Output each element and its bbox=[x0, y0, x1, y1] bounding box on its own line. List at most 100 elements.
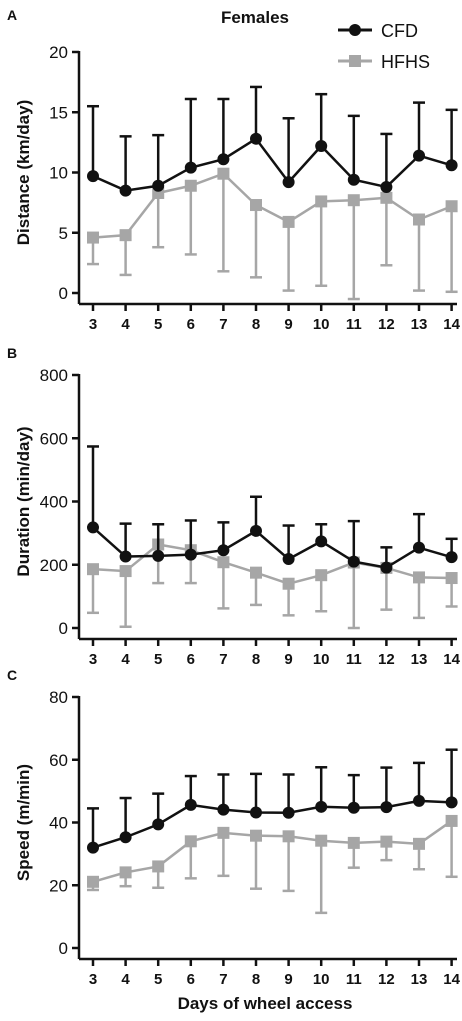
x-tick-label: 5 bbox=[154, 316, 162, 333]
data-point-cfd bbox=[347, 555, 360, 568]
data-point-hfhs bbox=[250, 199, 262, 212]
data-point-cfd bbox=[87, 521, 99, 534]
data-point-hfhs bbox=[413, 837, 425, 850]
legend-hfhs-label: HFHS bbox=[381, 52, 430, 72]
panel-label: C bbox=[7, 667, 17, 683]
data-point-cfd bbox=[380, 561, 393, 574]
series-line-cfd bbox=[92, 526, 452, 569]
series-hfhs bbox=[87, 538, 458, 630]
series-cfd bbox=[87, 445, 458, 574]
data-point-cfd bbox=[184, 798, 197, 811]
legend-cfd-marker bbox=[349, 24, 361, 36]
data-point-cfd bbox=[250, 132, 262, 145]
panel-a: A 0 5 10 15 20 3 4 5 6 7 8 9 10 11 12 13 14 Distance (km/d… bbox=[7, 7, 461, 333]
series-cfd bbox=[87, 748, 458, 854]
y-axis-title: Duration (min/day) bbox=[14, 426, 33, 576]
data-point-cfd bbox=[445, 796, 458, 809]
data-point-hfhs bbox=[87, 563, 99, 576]
panel-c: C 0 20 40 60 80 3 4 5 6 7 8 9 10 11 12 13 14 Speed (m/min) bbox=[7, 667, 461, 988]
x-tick-label: 9 bbox=[284, 316, 292, 333]
data-point-cfd bbox=[347, 173, 360, 186]
series-line-hfhs bbox=[92, 543, 452, 586]
x-tick-label: 3 bbox=[89, 316, 97, 333]
data-point-hfhs bbox=[119, 229, 132, 242]
data-point-cfd bbox=[152, 818, 165, 831]
x-tick-label: 14 bbox=[443, 316, 460, 333]
data-point-cfd bbox=[152, 179, 165, 192]
data-point-cfd bbox=[184, 161, 197, 174]
y-tick-label: 40 bbox=[49, 814, 68, 833]
data-point-cfd bbox=[119, 550, 132, 563]
x-axis-title: Days of wheel access bbox=[178, 994, 353, 1013]
y-tick-label: 10 bbox=[49, 164, 68, 183]
data-point-cfd bbox=[282, 176, 295, 189]
data-point-cfd bbox=[119, 831, 132, 844]
x-tick-label: 10 bbox=[313, 971, 330, 988]
data-point-hfhs bbox=[315, 195, 328, 208]
data-point-hfhs bbox=[347, 194, 360, 207]
y-axis-title: Speed (m/min) bbox=[14, 764, 33, 881]
x-tick-label: 7 bbox=[219, 971, 227, 988]
data-point-cfd bbox=[315, 800, 328, 813]
x-tick-label: 9 bbox=[284, 971, 292, 988]
data-point-hfhs bbox=[445, 200, 458, 213]
data-point-hfhs bbox=[217, 826, 230, 839]
data-point-cfd bbox=[380, 801, 393, 814]
y-tick-label: 400 bbox=[40, 493, 68, 512]
x-tick-label: 3 bbox=[89, 651, 97, 668]
data-point-cfd bbox=[445, 159, 458, 172]
data-point-hfhs bbox=[250, 566, 262, 579]
series-hfhs bbox=[87, 814, 458, 915]
data-point-hfhs bbox=[282, 830, 295, 843]
x-tick-label: 3 bbox=[89, 971, 97, 988]
data-point-hfhs bbox=[119, 565, 132, 578]
legend-item-cfd: CFD bbox=[338, 21, 418, 41]
legend-hfhs-marker bbox=[349, 55, 361, 67]
data-point-hfhs bbox=[380, 191, 393, 204]
x-tick-label: 11 bbox=[346, 316, 362, 333]
data-point-hfhs bbox=[217, 556, 230, 569]
panel-label: A bbox=[7, 7, 17, 23]
data-point-cfd bbox=[87, 841, 99, 854]
y-tick-label: 80 bbox=[49, 688, 68, 707]
panels: A 0 5 10 15 20 3 4 5 6 7 8 9 10 11 12 13 14 Distance (km/d… bbox=[7, 7, 461, 988]
x-tick-label: 7 bbox=[219, 651, 227, 668]
legend-item-hfhs: HFHS bbox=[338, 52, 430, 72]
x-tick-label: 6 bbox=[187, 971, 195, 988]
x-tick-label: 10 bbox=[313, 316, 330, 333]
legend: CFD HFHS bbox=[338, 21, 430, 72]
x-tick-label: 6 bbox=[187, 651, 195, 668]
x-tick-label: 13 bbox=[411, 971, 428, 988]
legend-cfd-label: CFD bbox=[381, 21, 418, 41]
data-point-cfd bbox=[347, 801, 360, 814]
data-point-hfhs bbox=[282, 215, 295, 228]
series-hfhs bbox=[87, 167, 458, 301]
data-point-cfd bbox=[282, 553, 295, 566]
data-point-cfd bbox=[217, 803, 230, 816]
data-point-cfd bbox=[87, 170, 99, 183]
x-tick-label: 4 bbox=[121, 316, 130, 333]
data-point-cfd bbox=[315, 139, 328, 152]
x-tick-label: 13 bbox=[411, 651, 428, 668]
x-tick-label: 12 bbox=[378, 316, 395, 333]
y-tick-label: 15 bbox=[49, 103, 68, 122]
panel-b: B 0 200 400 600 800 3 4 5 6 7 8 9 10 11 12 13 14 Duration … bbox=[7, 345, 461, 668]
data-point-hfhs bbox=[413, 213, 425, 226]
data-point-cfd bbox=[250, 524, 262, 537]
x-tick-label: 14 bbox=[443, 971, 460, 988]
figure-title: Females bbox=[221, 8, 289, 27]
panel-label: B bbox=[7, 345, 17, 361]
x-tick-label: 7 bbox=[219, 316, 227, 333]
data-point-cfd bbox=[217, 153, 230, 166]
data-point-hfhs bbox=[315, 569, 328, 582]
data-point-hfhs bbox=[445, 572, 458, 585]
x-tick-label: 8 bbox=[252, 316, 260, 333]
data-point-hfhs bbox=[119, 866, 132, 879]
y-tick-label: 20 bbox=[49, 43, 68, 62]
y-tick-label: 20 bbox=[49, 876, 68, 895]
data-point-cfd bbox=[250, 806, 262, 819]
x-tick-label: 11 bbox=[346, 651, 362, 668]
data-point-cfd bbox=[119, 184, 132, 197]
x-tick-label: 5 bbox=[154, 651, 162, 668]
